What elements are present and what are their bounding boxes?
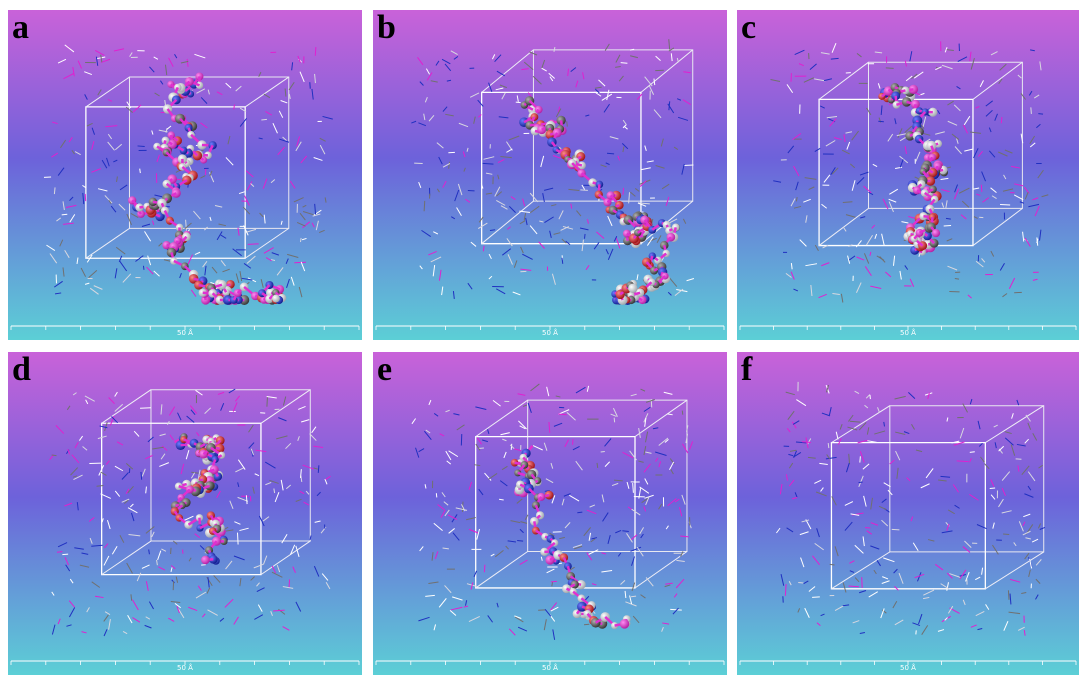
bond [682,411,683,415]
page: {"panels": [ {"label": "a", "scale": "50… [0,0,1081,675]
panel-background [737,352,1079,675]
panel: 50 Å f [737,351,1079,675]
panel-label: c [741,9,756,46]
bond [516,102,521,103]
bond [315,47,316,56]
bond [573,439,574,444]
bond [1003,534,1009,535]
panel-label: a [12,9,29,46]
atom [201,556,210,565]
bond [62,214,68,215]
bond [289,579,290,587]
bond [597,463,598,468]
bond [246,495,247,504]
atom [620,619,629,628]
panel-label: f [741,351,753,388]
bond [631,596,636,597]
bond [955,279,959,280]
atom [932,229,940,237]
bond [828,443,829,448]
bond [261,119,267,120]
bond [830,564,835,565]
bond [54,187,55,194]
panel: 50 Å c [737,9,1079,340]
bond [131,594,132,600]
bond [267,397,268,407]
bond [140,169,141,173]
panel: 50 Å d [8,351,362,675]
bond [859,482,863,483]
scale-label: 50 Å [177,663,193,672]
panel: 50 Å a [8,9,362,340]
atom [161,207,169,215]
atom [628,284,637,293]
panel: 50 Å e [373,351,727,675]
bond [237,533,238,545]
bond [97,486,104,487]
bond [860,456,861,462]
atom [272,295,280,303]
bond [970,452,975,453]
panel-label: d [12,351,31,388]
bond [957,461,969,462]
bond [684,165,694,166]
bond [57,552,62,553]
bond [567,121,568,126]
panel-background [8,352,362,675]
bond [1031,107,1032,114]
bond [886,68,894,69]
panel-label: e [377,351,392,388]
scale-label: 50 Å [900,328,916,337]
bond [990,488,995,489]
bond [607,153,614,154]
scale-label: 50 Å [177,328,193,337]
scale-label: 50 Å [900,663,916,672]
panel: 50 Å b [373,9,727,340]
bond [798,582,803,583]
panel-background [373,10,727,340]
bond [141,472,142,480]
bond [577,512,582,513]
bond [884,422,885,426]
bond [1008,590,1009,599]
bond [318,465,319,473]
bond [1000,204,1010,205]
panel-label: b [377,9,396,46]
figure: 50 Å a 50 Å b 50 Å c 50 Å d 50 Å e 50 Å f [0,0,1081,675]
bond [138,146,145,147]
bond [483,163,494,164]
bond [52,455,57,456]
bond [1001,117,1002,123]
bond [831,58,839,59]
bond [621,63,628,64]
bond [248,244,259,245]
bond [143,266,144,270]
panel-background [737,10,1079,340]
bond [294,262,306,263]
bond [234,104,235,109]
bond [517,540,523,541]
bond [424,201,425,211]
bond [584,234,585,239]
scale-label: 50 Å [542,663,558,672]
scale-label: 50 Å [542,328,558,337]
bond [623,188,624,195]
bond [300,238,301,242]
